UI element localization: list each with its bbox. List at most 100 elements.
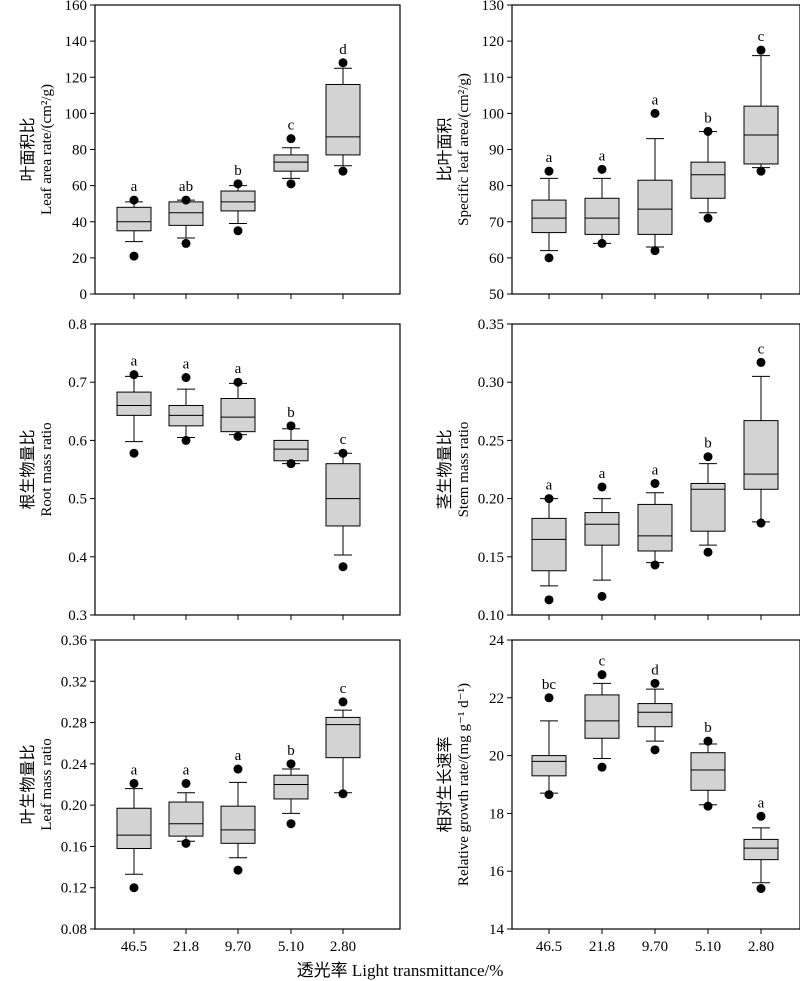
box-5.10: b (690, 110, 726, 223)
box-9.70: d (637, 662, 673, 755)
outlier-point (597, 164, 607, 174)
outlier-point (703, 801, 713, 811)
box-46.5: bc (531, 677, 567, 800)
significance-letter: b (287, 743, 295, 759)
outlier-point (703, 126, 713, 136)
outlier-point (181, 778, 191, 788)
y-tick-label: 22 (489, 691, 504, 707)
y-tick-label: 80 (72, 143, 87, 159)
outlier-point (597, 591, 607, 601)
significance-letter: c (288, 118, 295, 134)
outlier-point (129, 370, 139, 380)
outlier-point (181, 238, 191, 248)
box-body (637, 179, 673, 235)
outlier-point (650, 478, 660, 488)
y-tick-label: 80 (489, 179, 504, 195)
y-tick-label: 0.16 (61, 839, 88, 855)
y-tick-label: 0.35 (478, 317, 504, 333)
significance-letter: a (652, 462, 659, 478)
significance-letter: c (340, 681, 347, 697)
box-body (690, 482, 726, 532)
outlier-point (756, 357, 766, 367)
box-9.70: a (637, 92, 673, 256)
outlier-point (544, 595, 554, 605)
y-tick-label: 100 (482, 106, 505, 122)
box-body (690, 752, 726, 791)
outlier-point (233, 377, 243, 387)
box-body (168, 201, 204, 226)
outlier-point (544, 494, 554, 504)
box-5.10: b (273, 743, 309, 829)
x-tick-label: 5.10 (278, 939, 304, 955)
y-tick-label: 0.32 (61, 674, 87, 690)
y-tick-label: 0.15 (478, 550, 504, 566)
significance-letter: a (758, 795, 765, 811)
y-tick-label: 0.20 (478, 492, 504, 508)
box-body (168, 801, 204, 837)
y-tick-label: 0.20 (61, 798, 87, 814)
box-body (273, 774, 309, 800)
significance-letter: a (652, 92, 659, 108)
y-tick-label: 0.8 (68, 317, 87, 333)
box-46.5: a (531, 150, 567, 263)
box-5.10: b (273, 405, 309, 469)
box-2.80: a (743, 795, 779, 894)
outlier-point (233, 226, 243, 236)
panel-specific-leaf-area: 50 60 70 80 90 100 110 120 130 比叶面积 Specific leaf … (436, 0, 800, 303)
outlier-point (597, 670, 607, 680)
outlier-point (703, 736, 713, 746)
outlier-point (233, 431, 243, 441)
y-tick-label: 24 (489, 633, 505, 649)
box-2.80: d (325, 42, 361, 176)
y-tick-label: 0 (80, 287, 88, 303)
box-9.70: a (637, 462, 673, 570)
outlier-point (756, 811, 766, 821)
outlier-point (650, 745, 660, 755)
y-axis-title-cn: 相对生长速率 (436, 736, 454, 832)
significance-letter: b (704, 436, 712, 452)
box-body (325, 83, 361, 156)
panel-root-mass-ratio: 0.3 0.4 0.5 0.6 0.7 0.8 根生物量比 Root mass ratio a a… (19, 317, 401, 624)
significance-letter: b (234, 163, 242, 179)
outlier-point (129, 883, 139, 893)
outlier-point (129, 195, 139, 205)
outlier-point (286, 421, 296, 431)
y-axis-title-en: Root mass ratio (39, 422, 55, 516)
box-9.70: a (220, 748, 256, 875)
box-body (273, 154, 309, 172)
box-body (325, 463, 361, 527)
x-tick-label: 46.5 (536, 939, 562, 955)
significance-letter: a (131, 354, 138, 370)
box-2.80: c (743, 29, 779, 176)
box-body (116, 391, 152, 416)
y-axis-title-cn: 比叶面积 (436, 117, 454, 181)
y-tick-label: 50 (489, 287, 504, 303)
box-46.5: a (116, 354, 152, 458)
box-body (584, 694, 620, 739)
outlier-point (756, 884, 766, 894)
significance-letter: bc (542, 677, 557, 693)
x-tick-label: 9.70 (225, 939, 251, 955)
outlier-point (338, 789, 348, 799)
outlier-point (650, 560, 660, 570)
y-tick-label: 0.28 (61, 716, 87, 732)
box-46.5: a (531, 478, 567, 605)
significance-letter: a (183, 762, 190, 778)
box-21.8: a (168, 762, 204, 848)
significance-letter: a (235, 361, 242, 377)
box-21.8: c (584, 654, 620, 772)
panel-leaf-area-ratio: 0 20 40 60 80 100 120 140 160 叶面积比 Leaf area rate/… (19, 0, 401, 303)
significance-letter: a (235, 748, 242, 764)
y-axis-title-cn: 叶面积比 (19, 117, 37, 181)
outlier-point (756, 45, 766, 55)
outlier-point (181, 435, 191, 445)
significance-letter: a (599, 466, 606, 482)
outlier-point (129, 251, 139, 261)
outlier-point (233, 865, 243, 875)
box-21.8: a (168, 357, 204, 445)
y-tick-label: 160 (65, 0, 88, 14)
significance-letter: d (339, 42, 347, 58)
plot-frame (511, 639, 800, 930)
x-tick-label: 9.70 (642, 939, 668, 955)
